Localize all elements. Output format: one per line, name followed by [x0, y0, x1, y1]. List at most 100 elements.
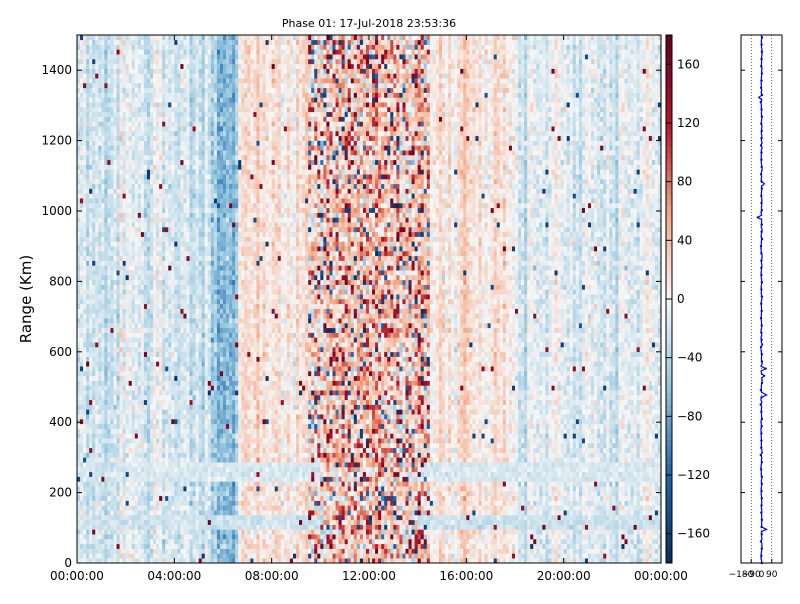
heatmap-cell	[211, 323, 214, 328]
heatmap-cell	[89, 35, 92, 40]
heatmap-cell	[180, 217, 183, 222]
heatmap-cell	[107, 448, 110, 453]
heatmap-cell	[129, 467, 132, 472]
heatmap-cell	[156, 433, 159, 438]
heatmap-cell	[199, 381, 202, 386]
heatmap-cell	[165, 88, 168, 93]
heatmap-cell	[120, 309, 123, 314]
heatmap-cell	[83, 237, 86, 242]
heatmap-cell	[153, 45, 156, 50]
heatmap-cell	[86, 381, 89, 386]
heatmap-cell	[199, 160, 202, 165]
heatmap-cell	[180, 198, 183, 203]
heatmap-cell	[162, 241, 165, 246]
heatmap-cell	[214, 520, 217, 525]
heatmap-cell	[86, 93, 89, 98]
heatmap-cell	[129, 539, 132, 544]
heatmap-cell	[101, 304, 104, 309]
heatmap-cell	[202, 385, 205, 390]
heatmap-cell	[92, 69, 95, 74]
heatmap-cell	[77, 438, 80, 443]
heatmap-cell	[86, 169, 89, 174]
heatmap-cell	[199, 64, 202, 69]
heatmap-cell	[135, 472, 138, 477]
heatmap-cell	[190, 141, 193, 146]
heatmap-cell	[104, 64, 107, 69]
heatmap-cell	[144, 318, 147, 323]
heatmap-cell	[147, 222, 150, 227]
heatmap-cell	[107, 371, 110, 376]
heatmap-cell	[180, 472, 183, 477]
heatmap-cell	[150, 429, 153, 434]
heatmap-cell	[101, 88, 104, 93]
heatmap-cell	[86, 481, 89, 486]
heatmap-cell	[211, 390, 214, 395]
heatmap-cell	[211, 376, 214, 381]
heatmap-cell	[171, 539, 174, 544]
heatmap-cell	[190, 371, 193, 376]
heatmap-cell	[180, 184, 183, 189]
heatmap-cell	[199, 251, 202, 256]
heatmap-cell	[107, 285, 110, 290]
heatmap-cell	[153, 525, 156, 530]
heatmap-cell	[147, 45, 150, 50]
heatmap-cell	[107, 107, 110, 112]
heatmap-cell	[147, 121, 150, 126]
heatmap-cell	[174, 323, 177, 328]
heatmap-cell	[147, 405, 150, 410]
heatmap-cell	[196, 73, 199, 78]
heatmap-cell	[98, 443, 101, 448]
heatmap-cell	[187, 141, 190, 146]
heatmap-cell	[95, 232, 98, 237]
heatmap-cell	[83, 121, 86, 126]
heatmap-cell	[214, 534, 217, 539]
heatmap-cell	[138, 232, 141, 237]
heatmap-cell	[162, 328, 165, 333]
heatmap-cell	[86, 467, 89, 472]
heatmap-cell	[150, 357, 153, 362]
heatmap-cell	[92, 45, 95, 50]
heatmap-cell	[138, 174, 141, 179]
heatmap-cell	[95, 59, 98, 64]
heatmap-cell	[80, 121, 83, 126]
heatmap-cell	[171, 169, 174, 174]
heatmap-cell	[80, 131, 83, 136]
heatmap-cell	[202, 213, 205, 218]
heatmap-cell	[138, 93, 141, 98]
heatmap-cell	[150, 97, 153, 102]
heatmap-cell	[132, 529, 135, 534]
heatmap-cell	[126, 126, 129, 131]
heatmap-cell	[162, 342, 165, 347]
heatmap-cell	[86, 342, 89, 347]
heatmap-cell	[177, 477, 180, 482]
heatmap-cell	[141, 136, 144, 141]
heatmap-cell	[147, 193, 150, 198]
heatmap-cell	[138, 366, 141, 371]
heatmap-cell	[187, 213, 190, 218]
heatmap-cell	[196, 78, 199, 83]
heatmap-cell	[165, 419, 168, 424]
heatmap-cell	[123, 222, 126, 227]
heatmap-cell	[214, 544, 217, 549]
heatmap-cell	[162, 246, 165, 251]
heatmap-cell	[153, 241, 156, 246]
heatmap-cell	[86, 477, 89, 482]
heatmap-cell	[110, 462, 113, 467]
heatmap-cell	[123, 323, 126, 328]
heatmap-cell	[144, 313, 147, 318]
heatmap-cell	[177, 59, 180, 64]
heatmap-cell	[86, 366, 89, 371]
heatmap-cell	[177, 419, 180, 424]
heatmap-cell	[183, 409, 186, 414]
heatmap-cell	[177, 544, 180, 549]
heatmap-cell	[150, 477, 153, 482]
heatmap-cell	[135, 477, 138, 482]
heatmap-cell	[147, 265, 150, 270]
heatmap-cell	[162, 213, 165, 218]
heatmap-cell	[89, 265, 92, 270]
heatmap-cell	[83, 453, 86, 458]
heatmap-cell	[205, 88, 208, 93]
heatmap-cell	[77, 337, 80, 342]
heatmap-cell	[101, 203, 104, 208]
heatmap-cell	[120, 496, 123, 501]
